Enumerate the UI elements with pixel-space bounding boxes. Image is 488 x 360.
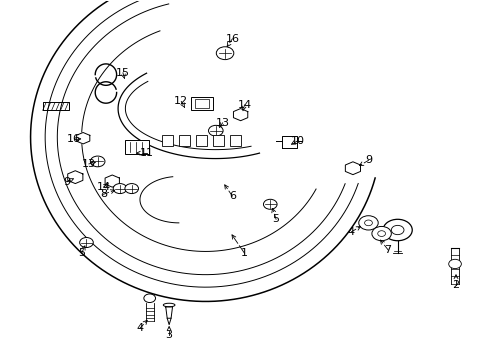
Text: 12: 12 xyxy=(174,96,188,107)
FancyBboxPatch shape xyxy=(125,140,148,154)
Text: 4: 4 xyxy=(347,227,354,237)
Circle shape xyxy=(382,219,411,241)
Circle shape xyxy=(364,220,372,226)
Polygon shape xyxy=(165,307,172,318)
FancyBboxPatch shape xyxy=(179,135,189,146)
Circle shape xyxy=(124,184,138,194)
Text: 16: 16 xyxy=(67,134,81,144)
Text: 3: 3 xyxy=(165,330,172,341)
Polygon shape xyxy=(233,109,247,121)
Polygon shape xyxy=(76,132,90,144)
Circle shape xyxy=(263,199,277,209)
Polygon shape xyxy=(345,162,360,175)
FancyBboxPatch shape xyxy=(229,135,240,146)
Text: 10: 10 xyxy=(290,136,305,146)
Text: 6: 6 xyxy=(228,191,235,201)
Circle shape xyxy=(371,226,390,241)
Text: 2: 2 xyxy=(451,280,459,291)
Text: 8: 8 xyxy=(100,189,107,199)
Circle shape xyxy=(143,294,155,302)
Text: 1: 1 xyxy=(241,248,247,258)
Text: 4: 4 xyxy=(136,323,143,333)
Circle shape xyxy=(208,125,223,136)
Circle shape xyxy=(448,259,460,269)
Circle shape xyxy=(216,47,233,60)
Text: 13: 13 xyxy=(82,159,96,169)
Circle shape xyxy=(113,184,126,194)
Circle shape xyxy=(358,216,377,230)
Text: 11: 11 xyxy=(140,148,154,158)
Text: 16: 16 xyxy=(225,34,239,44)
Ellipse shape xyxy=(163,303,175,307)
Text: 5: 5 xyxy=(78,248,85,258)
FancyBboxPatch shape xyxy=(191,97,212,111)
Text: 13: 13 xyxy=(215,118,229,128)
Circle shape xyxy=(80,238,93,248)
Text: 14: 14 xyxy=(96,182,110,192)
FancyBboxPatch shape xyxy=(212,135,223,146)
Text: 9: 9 xyxy=(364,156,371,165)
Polygon shape xyxy=(105,175,119,187)
Text: 15: 15 xyxy=(116,68,130,78)
Polygon shape xyxy=(67,171,82,184)
Circle shape xyxy=(377,231,385,237)
Circle shape xyxy=(90,156,105,167)
FancyBboxPatch shape xyxy=(196,135,206,146)
Text: 14: 14 xyxy=(237,100,251,110)
Text: 9: 9 xyxy=(63,177,70,187)
FancyBboxPatch shape xyxy=(162,135,172,146)
Text: 5: 5 xyxy=(272,214,279,224)
Circle shape xyxy=(390,225,403,235)
Text: 7: 7 xyxy=(384,245,391,255)
